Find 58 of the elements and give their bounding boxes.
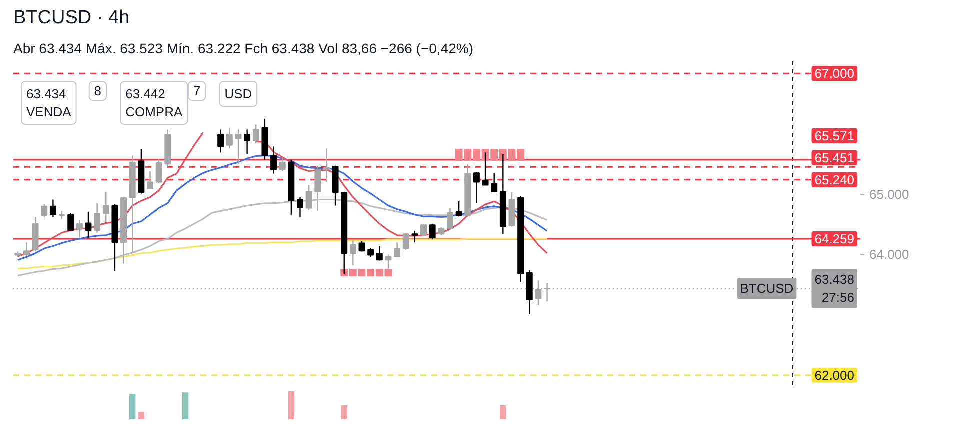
chart-title: BTCUSD · 4h xyxy=(14,8,130,28)
bar xyxy=(138,412,145,420)
candlestick xyxy=(147,170,154,190)
candlestick xyxy=(156,158,162,184)
candlestick xyxy=(368,247,374,258)
annotation: 63.442 COMPRA xyxy=(126,86,183,120)
annotation: 7 xyxy=(193,84,201,99)
chart-subtitle: Abr 63.434 Máx. 63.523 Mín. 63.222 Fch 63.438 Vol 83,66 −266 (−0,42%) xyxy=(14,40,474,56)
candlestick xyxy=(456,200,462,218)
candlestick xyxy=(252,124,260,144)
candlestick xyxy=(102,191,110,223)
candlestick xyxy=(279,156,286,172)
ref-line-label: 64.259 xyxy=(814,232,855,247)
annotation: 8 xyxy=(94,84,102,99)
candlestick xyxy=(68,212,74,232)
line-series xyxy=(17,154,548,261)
annotation: 63.434 VENDA xyxy=(26,86,72,120)
candlestick xyxy=(50,199,56,218)
bar xyxy=(182,392,189,420)
candlestick xyxy=(402,232,410,250)
candlestick xyxy=(473,171,480,204)
candlestick xyxy=(24,242,30,258)
candlestick xyxy=(270,146,278,174)
candlestick xyxy=(429,223,436,240)
bar xyxy=(500,406,506,420)
bar xyxy=(288,392,295,420)
candlestick xyxy=(226,127,233,150)
candlestick xyxy=(420,223,427,237)
candlestick xyxy=(218,129,224,154)
candlestick xyxy=(85,211,92,238)
y-tick-label: 65.000 xyxy=(870,186,910,202)
candlestick xyxy=(376,246,383,262)
candlestick xyxy=(244,129,251,156)
y-tick-label: 64.000 xyxy=(870,247,910,262)
candlestick xyxy=(41,204,48,218)
bar xyxy=(130,394,136,420)
ref-line-label: 67.000 xyxy=(814,66,855,82)
annotation: USD xyxy=(224,86,252,102)
candlestick xyxy=(491,172,498,194)
line-series xyxy=(17,238,548,270)
candlestick xyxy=(350,240,356,266)
ref-line-label: 65.451 xyxy=(814,150,855,166)
bar xyxy=(341,406,348,420)
candlestick xyxy=(447,208,454,232)
candlestick xyxy=(394,242,401,258)
ref-line-label: 65.240 xyxy=(814,172,855,188)
candlestick xyxy=(412,230,418,244)
candlestick xyxy=(306,184,312,211)
candlestick xyxy=(297,196,304,218)
candlestick xyxy=(76,220,83,238)
annotation: BTCUSD xyxy=(740,281,794,296)
ref-line-label: 65.571 xyxy=(814,128,855,144)
ref-line-label: 63.438 27:56 xyxy=(814,272,855,306)
candlestick xyxy=(94,202,101,234)
candlestick xyxy=(314,166,322,212)
ref-line-label: 62.000 xyxy=(814,368,855,383)
candlestick xyxy=(235,129,242,165)
candlestick xyxy=(323,148,330,183)
